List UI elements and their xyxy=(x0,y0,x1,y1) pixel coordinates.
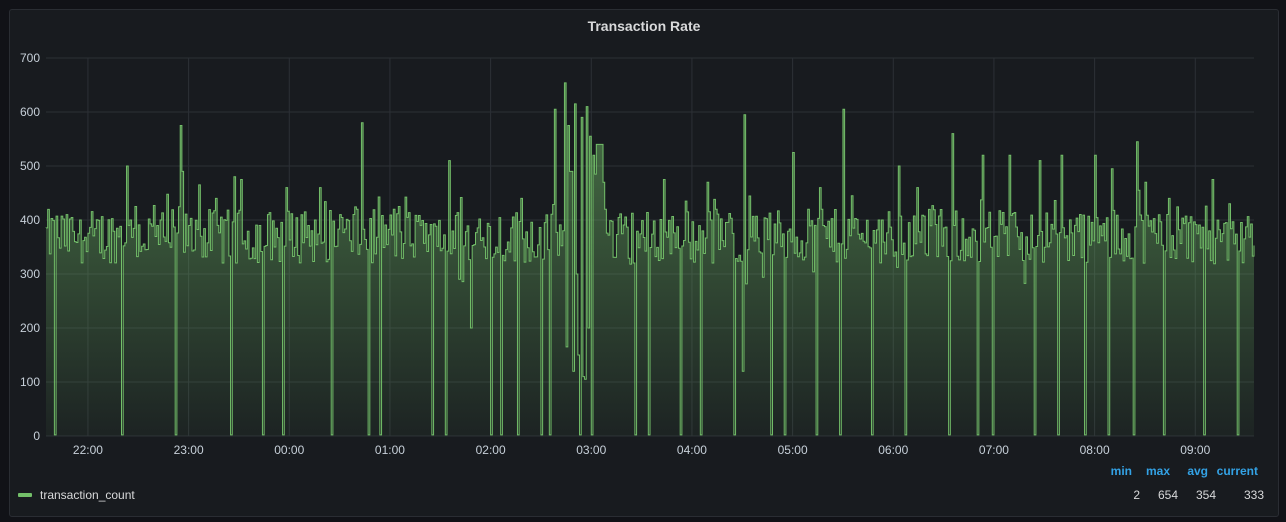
x-tick-label: 06:00 xyxy=(878,443,908,457)
y-tick-label: 300 xyxy=(20,267,40,281)
y-tick-label: 400 xyxy=(20,213,40,227)
legend-series-item[interactable]: transaction_count xyxy=(18,488,135,502)
legend-value-avg: 354 xyxy=(1195,488,1216,502)
series-line[interactable] xyxy=(45,82,1255,436)
x-tick-label: 02:00 xyxy=(476,443,506,457)
x-tick-label: 01:00 xyxy=(375,443,405,457)
y-tick-label: 200 xyxy=(20,321,40,335)
legend-value-current: 333 xyxy=(1243,488,1264,502)
legend-header-avg[interactable]: avg xyxy=(1187,464,1208,478)
series-transaction-count xyxy=(45,82,1255,436)
legend-value-min: 2 xyxy=(1133,488,1140,502)
y-tick-label: 600 xyxy=(20,105,40,119)
x-tick-label: 09:00 xyxy=(1180,443,1210,457)
legend-series-name: transaction_count xyxy=(40,488,135,502)
x-tick-label: 07:00 xyxy=(979,443,1009,457)
x-tick-label: 00:00 xyxy=(274,443,304,457)
x-tick-label: 22:00 xyxy=(73,443,103,457)
panel-title[interactable]: Transaction Rate xyxy=(587,18,701,34)
y-axis: 0 100 200 300 400 500 600 700 xyxy=(20,51,40,443)
x-axis: 22:00 23:00 00:00 01:00 02:00 03:00 04:00 05:00… xyxy=(73,443,1211,457)
legend-header-max[interactable]: max xyxy=(1145,464,1170,478)
x-tick-label: 23:00 xyxy=(174,443,204,457)
y-tick-label: 500 xyxy=(20,159,40,173)
x-tick-label: 08:00 xyxy=(1080,443,1110,457)
legend-header-current[interactable]: current xyxy=(1216,464,1258,478)
y-tick-label: 100 xyxy=(20,375,40,389)
legend-value-max: 654 xyxy=(1157,488,1178,502)
legend-color-swatch xyxy=(18,493,32,497)
x-tick-label: 03:00 xyxy=(576,443,606,457)
x-tick-label: 04:00 xyxy=(677,443,707,457)
y-tick-label: 700 xyxy=(20,51,40,65)
x-tick-label: 05:00 xyxy=(778,443,808,457)
y-tick-label: 0 xyxy=(33,429,40,443)
legend-header-min[interactable]: min xyxy=(1110,464,1132,478)
